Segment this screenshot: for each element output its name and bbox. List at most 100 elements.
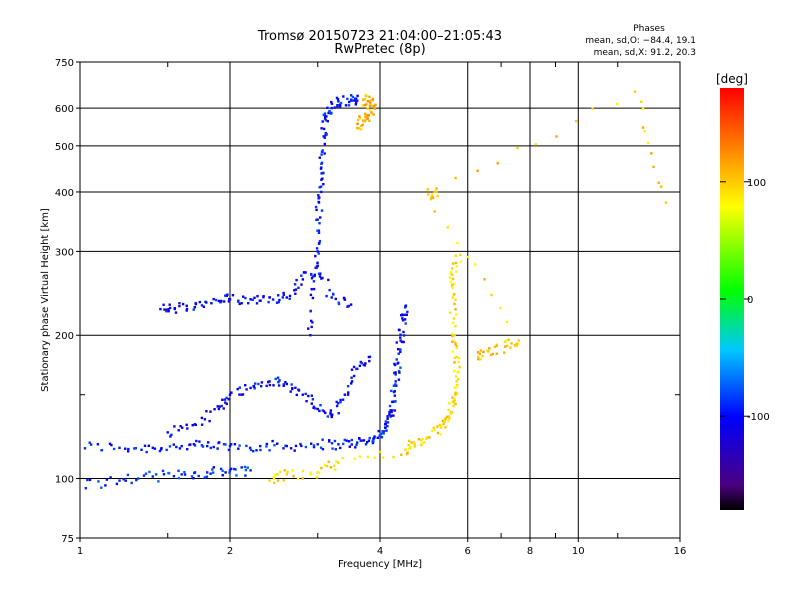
data-point — [373, 104, 376, 108]
data-point — [198, 440, 201, 443]
data-point — [336, 104, 339, 107]
data-point — [400, 314, 403, 317]
data-point — [192, 477, 195, 480]
data-point — [307, 394, 310, 398]
data-point — [448, 402, 451, 405]
data-point — [324, 411, 327, 415]
data-point — [164, 308, 168, 311]
data-point — [324, 119, 328, 122]
data-point — [252, 450, 255, 453]
data-point — [348, 445, 351, 448]
data-point — [393, 409, 397, 412]
data-point — [451, 400, 454, 403]
data-point — [312, 280, 316, 283]
phase-info-title: Phases — [633, 24, 665, 34]
data-point — [314, 205, 318, 209]
data-point — [193, 471, 196, 475]
data-point — [309, 473, 313, 476]
data-point — [361, 119, 365, 122]
data-point — [318, 186, 321, 189]
data-point — [349, 303, 353, 306]
data-point — [454, 393, 457, 396]
data-point — [388, 404, 392, 408]
data-point — [358, 364, 362, 367]
data-point — [343, 393, 346, 396]
data-point — [105, 478, 109, 481]
series — [83, 304, 409, 454]
data-point — [342, 296, 346, 300]
data-point — [455, 313, 458, 316]
data-point — [495, 344, 498, 347]
series — [426, 90, 668, 361]
data-point — [455, 265, 458, 268]
data-point — [395, 384, 398, 387]
data-point — [440, 424, 443, 428]
data-point — [356, 99, 359, 102]
data-point — [420, 443, 423, 447]
data-point — [451, 267, 454, 270]
data-point — [318, 196, 321, 199]
data-point — [322, 127, 326, 131]
data-point — [316, 407, 319, 411]
data-point — [439, 426, 443, 429]
data-point — [268, 380, 271, 383]
data-point — [282, 384, 285, 387]
data-point — [350, 382, 353, 385]
data-point — [339, 101, 343, 105]
data-point — [222, 300, 226, 303]
data-point — [406, 453, 409, 456]
data-point — [89, 443, 93, 446]
data-point — [336, 98, 340, 101]
data-point — [332, 293, 335, 296]
data-point — [505, 320, 509, 323]
data-point — [330, 100, 333, 104]
chart-title: Tromsø 20150723 21:04:00–21:05:43 — [257, 29, 502, 44]
data-point — [450, 284, 454, 287]
data-point — [180, 444, 183, 448]
data-point — [337, 461, 340, 464]
data-point — [449, 412, 453, 415]
data-point — [454, 325, 457, 328]
data-point — [329, 411, 332, 415]
data-point — [249, 386, 252, 390]
series — [166, 355, 372, 438]
data-point — [96, 443, 100, 446]
data-point — [459, 260, 463, 263]
data-point — [216, 405, 219, 408]
data-point — [189, 443, 192, 446]
data-point — [209, 472, 212, 475]
data-point — [193, 306, 196, 309]
data-point — [323, 463, 327, 467]
data-point — [371, 441, 375, 445]
data-point — [158, 449, 162, 453]
data-point — [318, 275, 322, 278]
data-point — [316, 229, 319, 232]
data-point — [310, 442, 313, 445]
data-point — [505, 339, 508, 342]
data-point — [372, 437, 375, 441]
data-point — [230, 467, 233, 470]
data-point — [534, 143, 538, 146]
data-point — [216, 447, 219, 450]
data-point — [515, 344, 518, 348]
grid-lines — [80, 62, 680, 538]
y-tick-label: 100 — [55, 475, 74, 486]
data-point — [230, 391, 233, 394]
data-point — [282, 293, 285, 296]
data-point — [161, 469, 165, 473]
data-point — [354, 446, 357, 449]
data-point — [327, 111, 330, 115]
data-point — [256, 295, 259, 298]
data-point — [391, 409, 394, 412]
data-point — [159, 307, 162, 311]
data-point — [238, 302, 241, 306]
data-point — [328, 439, 331, 442]
data-point — [389, 415, 392, 418]
data-point — [233, 443, 237, 446]
data-point — [314, 254, 317, 258]
data-point — [455, 392, 459, 395]
data-point — [140, 448, 143, 451]
data-point — [388, 411, 391, 414]
data-point — [277, 294, 280, 297]
data-point — [366, 117, 369, 120]
